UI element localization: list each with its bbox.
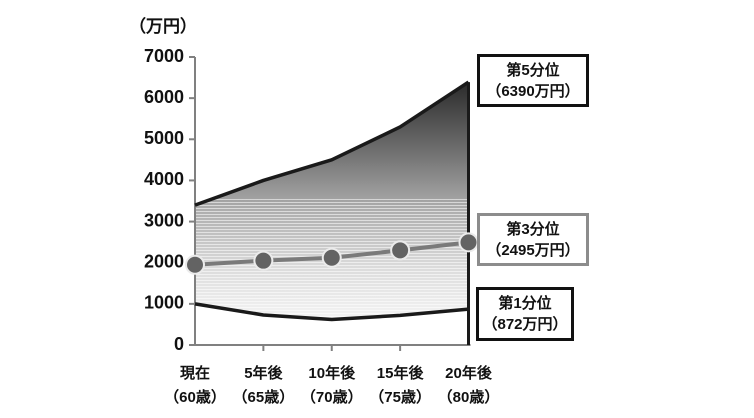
y-axis-tick-label: 6000 bbox=[144, 87, 184, 107]
quintile1-callout: 第1分位 （872万円） bbox=[476, 287, 574, 341]
x-axis-age-label: （60歳） bbox=[164, 388, 226, 406]
quintile3-callout: 第3分位 （2495万円） bbox=[477, 213, 589, 266]
quintile3-marker bbox=[321, 247, 342, 268]
quintile5-callout-label: 第5分位 bbox=[506, 61, 560, 79]
x-axis-category-label: 15年後 bbox=[377, 364, 425, 382]
quintile3-marker bbox=[253, 250, 274, 271]
x-axis-age-label: （75歳） bbox=[369, 388, 431, 406]
y-axis-tick-label: 2000 bbox=[144, 251, 184, 271]
y-axis-tick-label: 1000 bbox=[144, 293, 184, 313]
quintile1-line bbox=[194, 302, 469, 322]
quintile3-callout-value: （2495万円） bbox=[486, 241, 580, 259]
y-axis-unit-label: （万円） bbox=[129, 17, 197, 36]
y-axis-tick-label: 5000 bbox=[144, 128, 184, 148]
quintile5-line bbox=[194, 80, 470, 207]
quintile3-callout-label: 第3分位 bbox=[506, 220, 560, 238]
quintile3-marker bbox=[390, 240, 411, 261]
quintile1-callout-value: （872万円） bbox=[482, 316, 568, 333]
quintile5-callout: 第5分位 （6390万円） bbox=[477, 54, 589, 107]
quintile5-callout-value: （6390万円） bbox=[486, 82, 580, 100]
x-axis-category-label: 20年後 bbox=[445, 364, 493, 382]
x-axis-age-label: （70歳） bbox=[301, 388, 363, 406]
quintile3-marker bbox=[185, 254, 205, 275]
x-axis-age-label: （80歳） bbox=[438, 388, 500, 406]
quintile3-marker bbox=[458, 232, 479, 253]
y-axis-tick-label: 3000 bbox=[144, 210, 184, 230]
x-axis-category-label: 5年後 bbox=[244, 364, 283, 382]
x-axis-category-label: 現在 bbox=[180, 364, 210, 382]
quintile1-callout-label: 第1分位 bbox=[498, 295, 552, 312]
x-axis-category-label: 10年後 bbox=[308, 364, 356, 382]
y-axis-tick-label: 0 bbox=[174, 334, 184, 354]
y-axis-tick-label: 7000 bbox=[144, 46, 184, 66]
x-axis-age-label: （65歳） bbox=[233, 388, 295, 406]
y-axis-tick-label: 4000 bbox=[144, 169, 184, 189]
